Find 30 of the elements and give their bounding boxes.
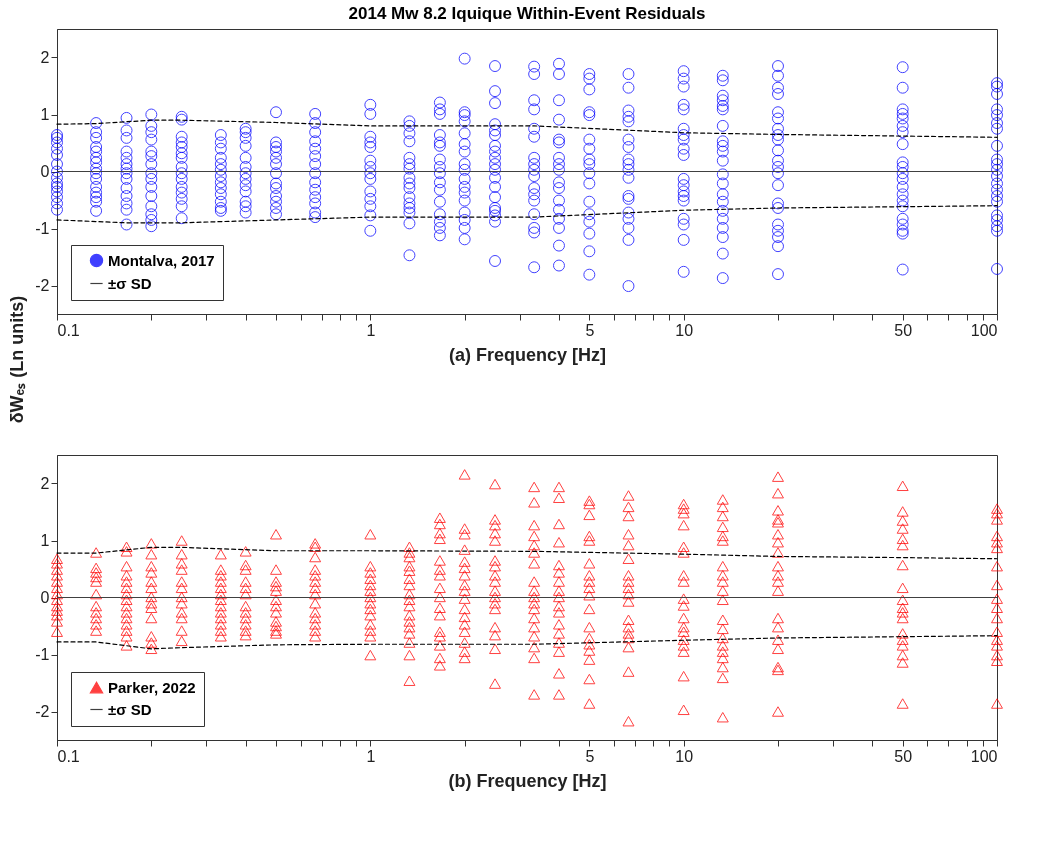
x-axis-title: (a) Frequency [Hz] <box>448 344 607 365</box>
x-tick-label: 5 <box>585 321 595 339</box>
x-tick-label: 0.1 <box>57 321 80 339</box>
y-tick-label: 0 <box>40 163 50 180</box>
y-tick-label: 2 <box>40 475 50 492</box>
legend-label: Parker, 2022 <box>108 678 196 696</box>
y-tick-label: -2 <box>35 277 50 294</box>
legend-label: ±σ SD <box>108 700 152 718</box>
x-tick-label: 50 <box>894 747 913 765</box>
x-tick-label: 100 <box>970 321 998 339</box>
y-tick-label: -1 <box>35 220 50 237</box>
x-tick-label: 10 <box>675 747 694 765</box>
x-tick-label: 50 <box>894 321 913 339</box>
y-tick-label: 1 <box>40 106 50 123</box>
legend-label: Montalva, 2017 <box>108 251 215 269</box>
y-tick-label: 2 <box>40 49 50 66</box>
x-tick-label: 0.1 <box>57 747 80 765</box>
x-tick-label: 1 <box>366 321 376 339</box>
chart-title: 2014 Mw 8.2 Iquique Within-Event Residuals <box>348 4 706 23</box>
y-tick-label: -1 <box>35 646 50 663</box>
x-tick-label: 1 <box>366 747 376 765</box>
x-axis-title: (b) Frequency [Hz] <box>448 770 607 791</box>
x-tick-label: 10 <box>675 321 694 339</box>
y-tick-label: 1 <box>40 532 50 549</box>
x-tick-label: 100 <box>970 747 998 765</box>
y-tick-label: 0 <box>40 589 50 606</box>
y-axis-title: δWₑₛ (Ln units) <box>7 295 28 424</box>
x-tick-label: 5 <box>585 747 595 765</box>
legend-label: ±σ SD <box>108 274 152 292</box>
y-tick-label: -2 <box>35 703 50 720</box>
